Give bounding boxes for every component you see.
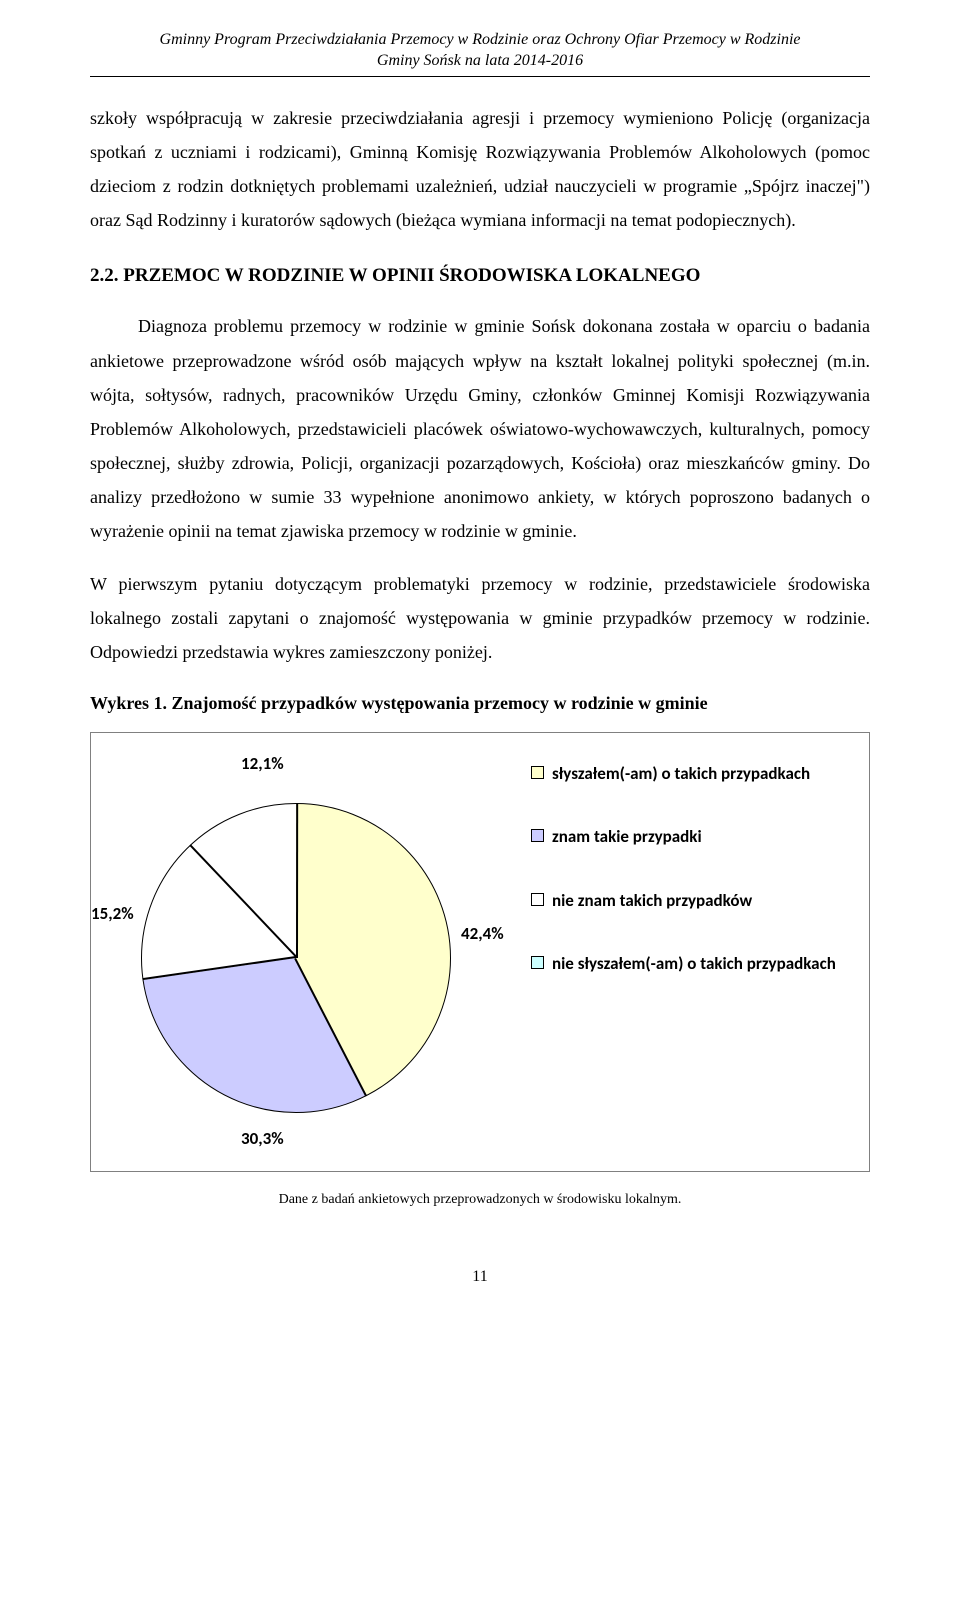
section-heading: 2.2. PRZEMOC W RODZINIE W OPINII ŚRODOWI… (90, 265, 870, 287)
header-line-2: Gminy Sońsk na lata 2014-2016 (90, 51, 870, 72)
legend-swatch (531, 829, 544, 842)
document-page: Gminny Program Przeciwdziałania Przemocy… (0, 0, 960, 1326)
legend-label: nie znam takich przypadków (552, 890, 752, 911)
legend-label: słyszałem(-am) o takich przypadkach (552, 763, 810, 784)
pie-chart (141, 803, 451, 1113)
legend-label: nie słyszałem(-am) o takich przypadkach (552, 953, 836, 974)
header-divider (90, 76, 870, 77)
pie-pct-label: 12,1% (241, 753, 284, 774)
chart-caption: Dane z badań ankietowych przeprowadzonyc… (90, 1192, 870, 1208)
paragraph-3: W pierwszym pytaniu dotyczącym problemat… (90, 567, 870, 670)
legend-item: nie znam takich przypadków (531, 890, 861, 911)
running-header: Gminny Program Przeciwdziałania Przemocy… (90, 30, 870, 72)
pie-pct-label: 30,3% (241, 1128, 284, 1149)
page-number: 11 (90, 1268, 870, 1286)
pie-pct-label: 15,2% (91, 903, 134, 924)
legend-label: znam takie przypadki (552, 826, 702, 847)
chart-title: Wykres 1. Znajomość przypadków występowa… (90, 693, 870, 714)
paragraph-1: szkoły współpracują w zakresie przeciwdz… (90, 101, 870, 238)
legend-swatch (531, 956, 544, 969)
legend-item: znam takie przypadki (531, 826, 861, 847)
header-line-1: Gminny Program Przeciwdziałania Przemocy… (90, 30, 870, 51)
pie-chart-container: 12,1% 42,4% 30,3% 15,2% słyszałem(-am) o… (90, 732, 870, 1172)
legend-swatch (531, 893, 544, 906)
paragraph-2: Diagnoza problemu przemocy w rodzinie w … (90, 309, 870, 548)
chart-legend: słyszałem(-am) o takich przypadkach znam… (531, 763, 861, 1016)
pie-pct-label: 42,4% (461, 923, 504, 944)
legend-swatch (531, 766, 544, 779)
legend-item: słyszałem(-am) o takich przypadkach (531, 763, 861, 784)
legend-item: nie słyszałem(-am) o takich przypadkach (531, 953, 861, 974)
